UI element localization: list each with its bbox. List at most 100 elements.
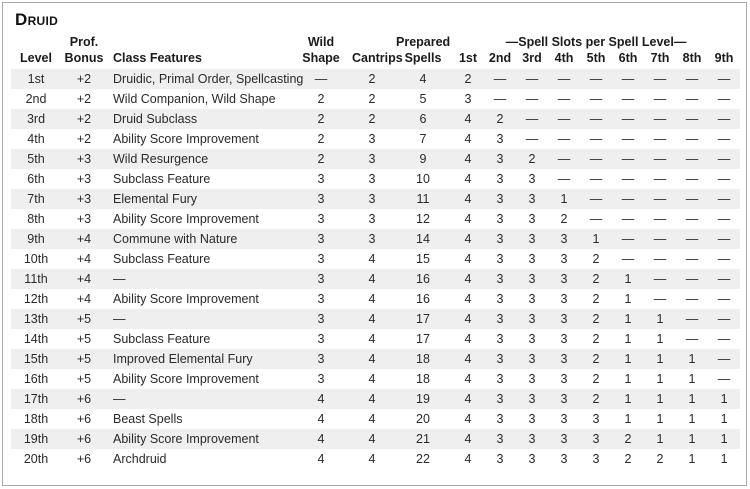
cell-prepared-spells: 19 (394, 389, 452, 409)
cell-class-features: Ability Score Improvement (113, 132, 259, 146)
table-row-level-1st: 1st +2 Druidic, Primal Order, Spellcasting… (11, 69, 741, 89)
cell-wild-shape: 3 (292, 189, 350, 209)
cell-slot-8th: — (676, 189, 708, 209)
cell-slot-4th: 3 (548, 429, 580, 449)
cell-slot-3rd: 3 (528, 252, 536, 266)
cell-wild-shape: 3 (317, 172, 325, 186)
cell-slot-7th: — (644, 229, 676, 249)
cell-wild-shape: 3 (292, 309, 350, 329)
cell-wild-shape: — (292, 69, 350, 89)
cell-slot-3rd: 3 (516, 269, 548, 289)
cell-prof-bonus: +2 (61, 69, 107, 89)
cell-slot-8th: — (685, 132, 699, 146)
cell-slot-9th: — (708, 149, 741, 169)
cell-slot-9th: — (717, 372, 731, 386)
cell-slot-4th: — (548, 109, 580, 129)
cell-slot-6th: 1 (624, 292, 632, 306)
cell-slot-9th: — (717, 212, 731, 226)
cell-cantrips: 4 (350, 309, 394, 329)
cell-slot-6th: 1 (612, 309, 644, 329)
cell-prepared-spells: 15 (416, 252, 430, 266)
cell-slot-6th: 1 (624, 372, 632, 386)
cell-wild-shape: 3 (317, 292, 325, 306)
cell-slot-6th: 1 (624, 332, 632, 346)
cell-prof-bonus: +6 (76, 412, 92, 426)
column-header-cantrips: Cantrips (352, 51, 403, 65)
cell-slot-3rd: 3 (516, 429, 548, 449)
cell-cantrips: 4 (368, 252, 376, 266)
cell-slot-4th: 1 (548, 189, 580, 209)
column-header-1st: 1st (458, 51, 478, 65)
cell-level: 7th (11, 189, 61, 209)
cell-slot-6th: — (612, 229, 644, 249)
cell-slot-2nd: 3 (484, 189, 516, 209)
cell-cantrips: 4 (350, 349, 394, 369)
table-row-level-3rd: 3rd +2 Druid Subclass 2 2 6 4 2— — — — — — — (11, 109, 741, 129)
cell-prepared-spells: 18 (416, 372, 430, 386)
cell-slot-2nd: 3 (496, 132, 504, 146)
cell-slot-2nd: — (484, 69, 516, 89)
table-row-level-14th: 14th +5 Subclass Feature 3 4 17 4 3 3 3 2 1 1 — — (11, 329, 740, 349)
cell-class-features: Beast Spells (113, 412, 183, 426)
cell-slot-5th: 1 (580, 229, 612, 249)
cell-class-features: Subclass Feature (113, 172, 211, 186)
cell-prof-bonus: +4 (61, 269, 107, 289)
table-row-level-18th: 18th +6 Beast Spells 4 4 20 4 3 3 3 3 1 1 1 1 (11, 409, 740, 429)
column-header-level: Level (20, 51, 52, 65)
cell-slot-7th: 1 (656, 372, 664, 386)
cell-slot-9th: — (708, 349, 741, 369)
cell-slot-5th: 2 (592, 252, 600, 266)
cell-slot-1st: 4 (464, 132, 472, 146)
cell-slot-1st: 3 (464, 92, 472, 106)
cell-slot-6th: 1 (612, 269, 644, 289)
cell-slot-6th: — (612, 189, 644, 209)
cell-cantrips: 3 (350, 189, 394, 209)
cell-cantrips: 4 (368, 412, 376, 426)
column-header-3rd: 3rd (522, 51, 542, 65)
cell-prof-bonus: +3 (76, 212, 92, 226)
cell-cantrips: 4 (368, 332, 376, 346)
cell-level: 10th (23, 252, 49, 266)
cell-slot-7th: — (653, 132, 667, 146)
cell-slot-9th: — (708, 309, 741, 329)
cell-slot-1st: 4 (464, 412, 472, 426)
cell-slot-7th: 1 (644, 429, 676, 449)
cell-cantrips: 4 (350, 269, 394, 289)
header-spacer (11, 34, 61, 50)
table-row-level-7th: 7th +3 Elemental Fury 3 3 11 4 3 3 1— — — — — (11, 189, 741, 209)
cell-level: 5th (11, 149, 61, 169)
cell-level: 19th (11, 429, 61, 449)
header-group-wild: Wild (307, 35, 335, 49)
cell-slot-8th: — (685, 252, 699, 266)
cell-level: 13th (11, 309, 61, 329)
cell-slot-1st: 4 (452, 389, 484, 409)
cell-slot-7th: — (644, 189, 676, 209)
cell-prof-bonus: +6 (61, 389, 107, 409)
cell-cantrips: 3 (350, 229, 394, 249)
cell-slot-2nd: 3 (484, 149, 516, 169)
cell-cantrips: 3 (350, 149, 394, 169)
cell-slot-3rd: 3 (516, 229, 548, 249)
table-row-level-10th: 10th +4 Subclass Feature 3 4 15 4 3 3 3 2 — — — — (11, 249, 740, 269)
cell-class-features: Ability Score Improvement (113, 372, 259, 386)
cell-slot-7th: — (653, 172, 667, 186)
column-header-shape: Shape (302, 51, 340, 65)
cell-slot-1st: 4 (452, 349, 484, 369)
cell-prof-bonus: +5 (61, 309, 107, 329)
cell-level: 6th (27, 172, 45, 186)
cell-slot-7th: 1 (644, 389, 676, 409)
cell-cantrips: 4 (350, 389, 394, 409)
cell-slot-8th: 1 (688, 452, 696, 466)
cell-slot-5th: 3 (580, 429, 612, 449)
cell-prof-bonus: +2 (76, 132, 92, 146)
header-row: Level Bonus Class Features Shape Cantrips Spe… (11, 50, 740, 69)
cell-slot-5th: — (580, 189, 612, 209)
cell-slot-3rd: 3 (528, 292, 536, 306)
cell-wild-shape: 3 (317, 332, 325, 346)
table-row-level-15th: 15th +5 Improved Elemental Fury 3 4 18 4 3 3 3 2 1 1… (11, 349, 741, 369)
cell-prepared-spells: 6 (394, 109, 452, 129)
table-row-level-6th: 6th +3 Subclass Feature 3 3 10 4 3 3 — — — — — — (11, 169, 740, 189)
cell-slot-2nd: 3 (496, 452, 504, 466)
cell-slot-2nd: 3 (496, 292, 504, 306)
